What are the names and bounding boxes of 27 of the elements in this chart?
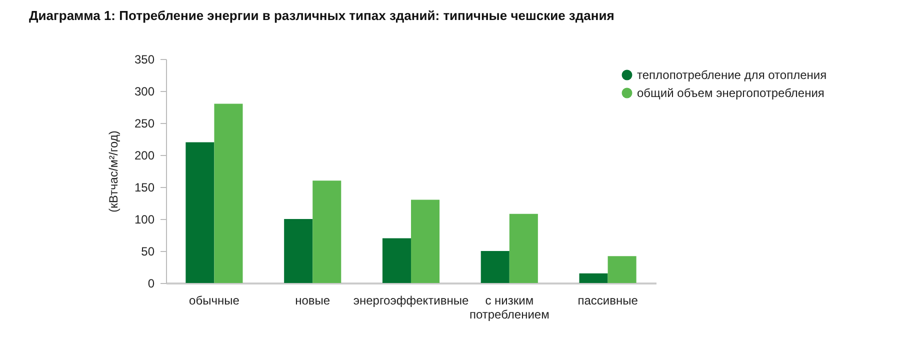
bar xyxy=(186,142,214,283)
bar xyxy=(214,104,243,283)
bar xyxy=(480,251,510,283)
x-tick-label: пассивные xyxy=(578,294,638,308)
bar xyxy=(509,214,538,283)
bar xyxy=(382,238,411,283)
bar xyxy=(608,256,636,283)
bar xyxy=(579,273,608,283)
chart-title: Диаграмма 1: Потребление энергии в различных типах зданий: типичные чешские здания xyxy=(28,8,614,23)
y-tick-label: 50 xyxy=(141,244,155,258)
y-tick-label: 150 xyxy=(134,180,155,194)
x-tick-label: обычные xyxy=(189,294,240,308)
y-axis-title: (кВтчас/м²/год) xyxy=(106,130,120,212)
legend-label: общий объем энергопотребления xyxy=(637,86,824,100)
x-tick-label: с низким потреблением xyxy=(469,294,550,322)
x-tick-label: новые xyxy=(295,294,330,308)
bar xyxy=(312,180,342,283)
y-tick-label: 100 xyxy=(134,212,155,226)
y-tick-label: 0 xyxy=(148,276,155,290)
bar xyxy=(284,219,313,283)
x-tick-label: энергоэффективные xyxy=(353,294,469,308)
bar xyxy=(411,200,440,283)
y-tick-label: 200 xyxy=(134,148,155,162)
y-tick-label: 350 xyxy=(134,52,155,66)
y-tick-label: 300 xyxy=(134,84,155,98)
y-tick-label: 250 xyxy=(134,116,155,130)
legend-label: теплопотребление для отопления xyxy=(637,68,827,82)
